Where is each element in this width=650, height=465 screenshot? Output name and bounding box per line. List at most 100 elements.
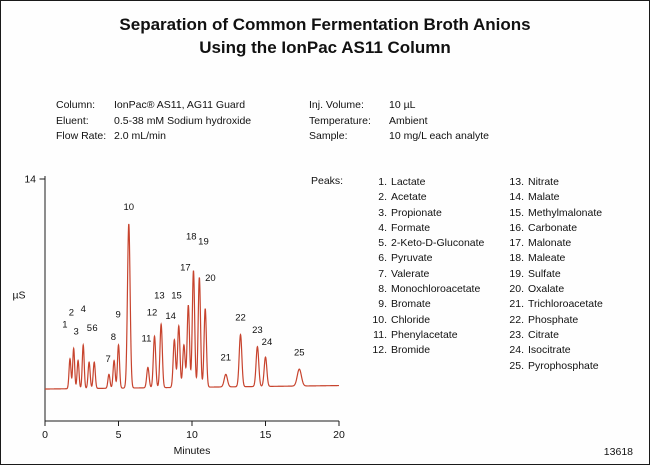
figure-title: Separation of Common Fermentation Broth … bbox=[1, 13, 649, 59]
chromatogram: 14 µS 0 5 10 15 20 Minutes 1 2 3 4 5 6 7 8 9 10 11 12 13 14 15… bbox=[3, 167, 351, 461]
condition-label: Column: bbox=[56, 99, 96, 111]
peak-legend-name: Methylmalonate bbox=[528, 206, 603, 219]
peak-legend-number: 21. bbox=[509, 298, 524, 311]
peak-legend-name: Bromate bbox=[391, 298, 431, 311]
peak-number-label: 14 bbox=[165, 311, 176, 322]
peak-number-label: 3 bbox=[74, 327, 79, 338]
peak-legend-number: 23. bbox=[509, 328, 524, 341]
peak-legend-name: Malonate bbox=[528, 237, 572, 250]
peak-number-label: 5 bbox=[87, 323, 92, 334]
peak-legend-name: Propionate bbox=[391, 206, 442, 219]
x-axis-title: Minutes bbox=[174, 445, 211, 457]
condition-value: IonPac® AS11, AG11 Guard bbox=[114, 99, 246, 111]
condition-value: 2.0 mL/min bbox=[114, 130, 166, 142]
peak-legend-item: 10. Chloride bbox=[369, 313, 484, 328]
peak-legend-number: 9. bbox=[378, 298, 387, 311]
peak-legend-number: 8. bbox=[378, 283, 387, 296]
peak-legend-name: Acetate bbox=[391, 191, 427, 204]
peak-legend-number: 11. bbox=[373, 328, 387, 341]
condition-label: Eluent: bbox=[56, 114, 89, 127]
condition-row-temperature: Temperature: Ambient bbox=[309, 114, 489, 130]
chromatogram-trace bbox=[45, 223, 340, 390]
peak-legend-name: Nitrate bbox=[528, 176, 559, 188]
peak-legend-name: 2-Keto-D-Gluconate bbox=[391, 237, 485, 250]
peak-legend-item: 18. Maleate bbox=[506, 251, 603, 266]
peak-legend-number: 10. bbox=[372, 313, 387, 326]
peak-legend-number: 17. bbox=[509, 237, 524, 250]
y-axis-title: µS bbox=[12, 289, 25, 301]
peak-legend-number: 25. bbox=[509, 359, 524, 372]
condition-label: Sample: bbox=[309, 130, 348, 142]
peak-legend-item: 11. Phenylacetate bbox=[369, 328, 484, 343]
figure-number: 13618 bbox=[603, 446, 633, 458]
peak-legend-item: 22. Phosphate bbox=[506, 313, 603, 328]
peak-legend-item: 16. Carbonate bbox=[506, 221, 603, 236]
peak-legend-name: Malate bbox=[528, 191, 560, 204]
peak-legend-name: Carbonate bbox=[528, 221, 578, 234]
peak-legend-number: 1. bbox=[378, 176, 387, 188]
peak-number-label: 8 bbox=[111, 332, 116, 343]
peak-legend-item: 14. Malate bbox=[506, 190, 603, 205]
peak-legend-name: Oxalate bbox=[528, 283, 565, 296]
peak-number-label: 4 bbox=[81, 304, 86, 315]
peak-legend-name: Sulfate bbox=[528, 267, 561, 280]
peak-legend-item: 12. Bromide bbox=[369, 343, 484, 358]
peak-legend-number: 16. bbox=[509, 221, 524, 234]
peak-number-label: 9 bbox=[116, 309, 121, 320]
x-axis-tick-label: 0 bbox=[42, 429, 48, 441]
peak-legend-number: 7. bbox=[378, 267, 387, 280]
peak-legend-item: 8. Monochloroacetate bbox=[369, 282, 484, 297]
peak-legend-number: 12. bbox=[372, 344, 387, 357]
x-axis-tick-label: 15 bbox=[260, 429, 272, 441]
condition-value: Ambient bbox=[389, 114, 428, 127]
condition-label: Flow Rate: bbox=[56, 130, 107, 142]
condition-row-inj-volume: Inj. Volume: 10 µL bbox=[309, 98, 489, 114]
peak-legend-number: 5. bbox=[378, 237, 387, 250]
peak-legend-item: 6. Pyruvate bbox=[369, 251, 484, 266]
peak-legend-number: 13. bbox=[509, 176, 524, 188]
condition-value: 10 mg/L each analyte bbox=[389, 130, 490, 142]
peak-number-label: 13 bbox=[154, 290, 165, 301]
peak-number-label: 11 bbox=[141, 333, 151, 344]
peak-legend-name: Formate bbox=[391, 221, 431, 234]
peak-legend-name: Chloride bbox=[391, 313, 431, 326]
peak-legend-item: 20. Oxalate bbox=[506, 282, 603, 297]
peak-legend-item: 3. Propionate bbox=[369, 206, 484, 221]
peak-legend-item: 25. Pyrophosphate bbox=[506, 359, 603, 374]
figure-title-line1: Separation of Common Fermentation Broth … bbox=[119, 15, 531, 34]
peak-legend-number: 14. bbox=[509, 191, 524, 204]
peak-number-label: 10 bbox=[124, 202, 135, 213]
peak-number-label: 6 bbox=[92, 323, 97, 334]
condition-row-sample: Sample: 10 mg/L each analyte bbox=[309, 129, 489, 145]
peak-legend-item: 1. Lactate bbox=[369, 175, 484, 190]
peak-number-label: 23 bbox=[252, 325, 263, 336]
peak-legend-item: 23. Citrate bbox=[506, 328, 603, 343]
peak-legend-number: 24. bbox=[509, 344, 524, 357]
condition-row-eluent: Eluent: 0.5-38 mM Sodium hydroxide bbox=[56, 114, 251, 130]
peak-number-label: 19 bbox=[198, 237, 209, 248]
peak-legend-item: 24. Isocitrate bbox=[506, 343, 603, 358]
peak-number-label: 22 bbox=[235, 313, 246, 324]
peak-legend-number: 3. bbox=[378, 206, 387, 219]
y-axis-max-label: 14 bbox=[24, 174, 36, 186]
peak-number-label: 21 bbox=[221, 353, 232, 364]
peak-legend-number: 2. bbox=[378, 191, 387, 204]
peak-legend-item: 9. Bromate bbox=[369, 297, 484, 312]
peak-legend-item: 15. Methylmalonate bbox=[506, 206, 603, 221]
peak-legend-number: 20. bbox=[509, 283, 524, 296]
peak-number-label: 12 bbox=[147, 308, 158, 319]
peaks-legend-col1: 1. Lactate 2. Acetate 3. Propionate 4. Formate 5… bbox=[369, 175, 484, 359]
peak-legend-name: Trichloroacetate bbox=[528, 298, 603, 311]
condition-value: 0.5-38 mM Sodium hydroxide bbox=[114, 114, 252, 127]
peak-legend-name: Maleate bbox=[528, 252, 566, 265]
peak-legend-name: Monochloroacetate bbox=[391, 283, 481, 296]
peak-number-label: 20 bbox=[205, 273, 216, 284]
x-axis-tick-label: 20 bbox=[333, 429, 345, 441]
peak-legend-number: 18. bbox=[509, 252, 524, 265]
peak-legend-name: Pyrophosphate bbox=[528, 359, 599, 372]
peak-number-label: 2 bbox=[69, 308, 74, 319]
peak-legend-name: Isocitrate bbox=[528, 344, 571, 357]
condition-label: Temperature: bbox=[309, 114, 371, 127]
peak-legend-number: 6. bbox=[378, 252, 387, 265]
